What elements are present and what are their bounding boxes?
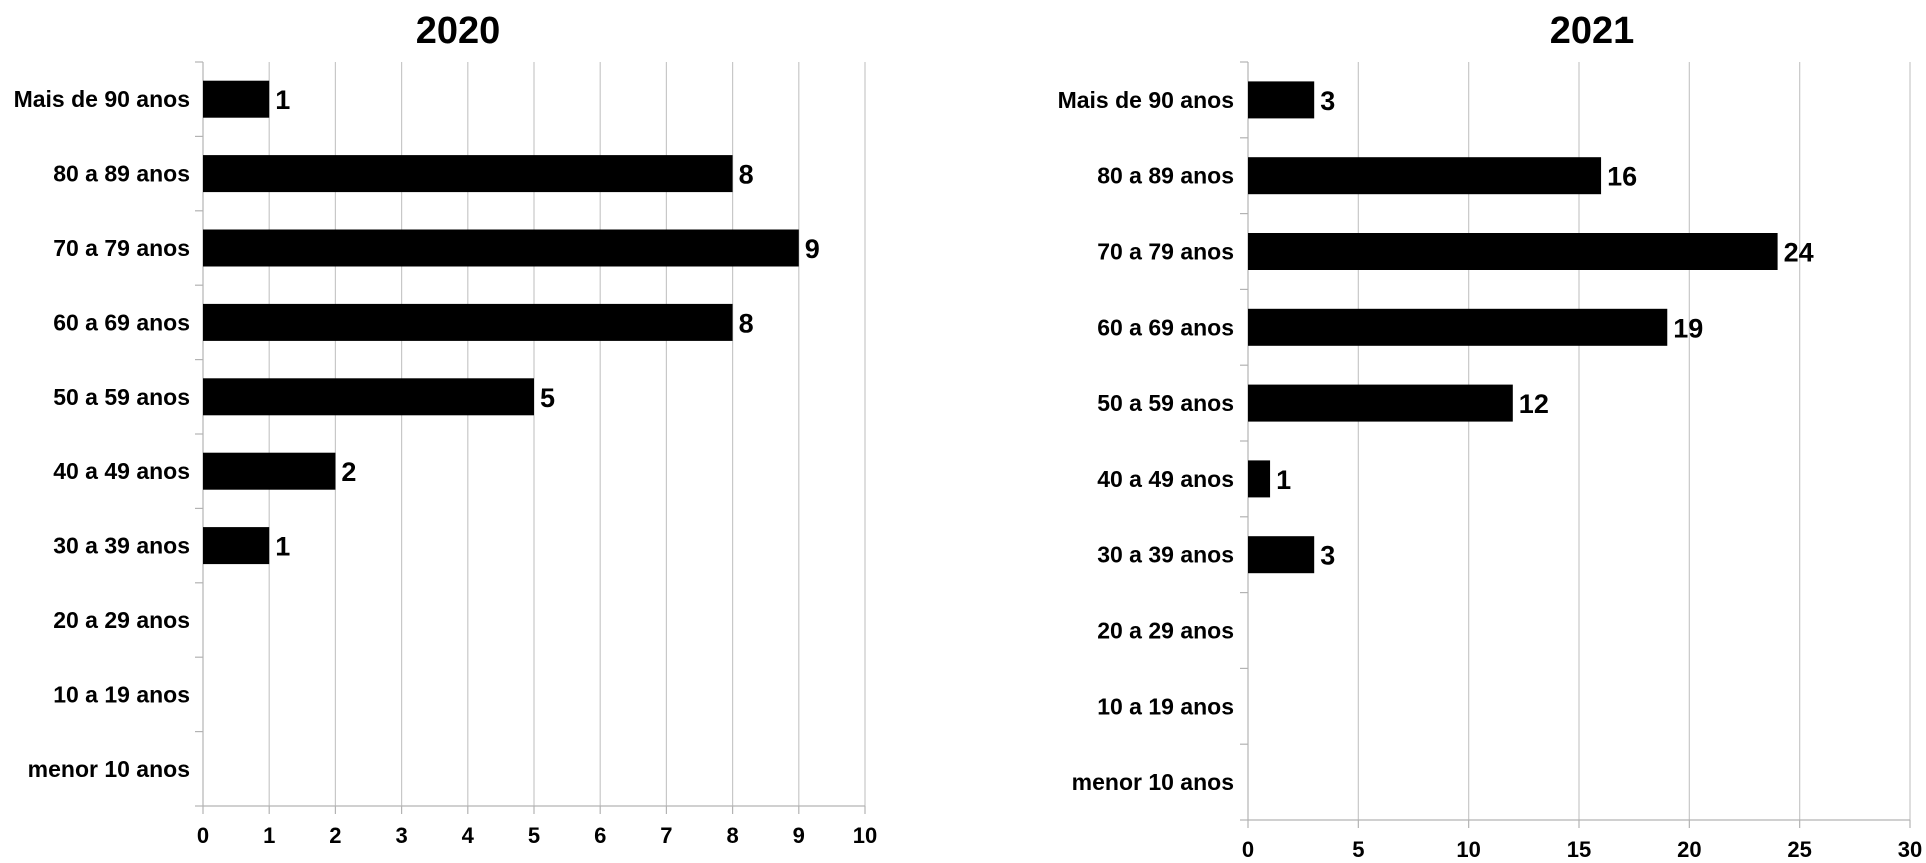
x-tick-label: 25 [1787,837,1811,862]
category-label: 80 a 89 anos [53,161,190,187]
category-label: 60 a 69 anos [53,309,190,335]
category-label: 80 a 89 anos [1097,163,1234,189]
x-tick-label: 2 [329,823,341,848]
data-label: 16 [1607,162,1637,192]
chart-2021: 2021 0 5 10 15 20 25 30 Mais de 90 anos 3 80 a 89 … [1058,10,1923,862]
category-label: menor 10 anos [28,756,190,782]
category-label: menor 10 anos [1072,769,1234,795]
category-label: Mais de 90 anos [14,86,190,112]
bar-Mais de 90 anos [203,80,270,118]
bar-70 a 79 anos [203,229,799,267]
chart-title: 2021 [1550,10,1635,52]
x-tick-label: 4 [462,823,475,848]
x-tick-label: 5 [1352,837,1364,862]
bar-60 a 69 anos [203,303,733,341]
category-label: 10 a 19 anos [1097,693,1234,719]
x-tick-label: 9 [793,823,805,848]
bar-40 a 49 anos [1248,460,1271,498]
category-label: 70 a 79 anos [53,235,190,261]
x-tick-label: 10 [853,823,877,848]
category-label: 10 a 19 anos [53,681,190,707]
category-label: 70 a 79 anos [1097,239,1234,265]
category-label: Mais de 90 anos [1058,87,1234,113]
data-label: 8 [739,160,754,190]
data-label: 24 [1784,238,1814,268]
x-tick-label: 5 [528,823,540,848]
data-label: 1 [275,85,290,115]
bar-40 a 49 anos [203,452,336,490]
bar-Mais de 90 anos [1248,81,1315,119]
x-tick-label: 7 [660,823,672,848]
x-tick-label: 6 [594,823,606,848]
category-label: 60 a 69 anos [1097,314,1234,340]
category-label: 40 a 49 anos [1097,466,1234,492]
bar-50 a 59 anos [1248,384,1513,422]
bar-60 a 69 anos [1248,308,1668,346]
x-tick-label: 0 [1242,837,1254,862]
x-tick-label: 0 [197,823,209,848]
x-tick-label: 20 [1677,837,1701,862]
data-label: 1 [275,532,290,562]
x-tick-label: 8 [726,823,738,848]
x-tick-label: 10 [1456,837,1480,862]
category-label: 20 a 29 anos [1097,618,1234,644]
x-tick-label: 3 [395,823,407,848]
bar-30 a 39 anos [1248,536,1315,574]
category-label: 20 a 29 anos [53,607,190,633]
chart-2020: 2020 0 1 2 3 4 5 6 7 8 9 10 Mais de 90 anos 1 80 a 89 … [14,10,878,848]
data-label: 2 [341,457,356,487]
category-label: 40 a 49 anos [53,458,190,484]
category-label: 30 a 39 anos [53,533,190,559]
bar-80 a 89 anos [1248,157,1602,195]
data-label: 3 [1320,86,1335,116]
data-label: 8 [739,308,754,338]
bar-70 a 79 anos [1248,233,1778,270]
data-label: 5 [540,383,555,413]
bar-80 a 89 anos [203,155,733,193]
x-tick-label: 1 [263,823,275,848]
x-tick-label: 30 [1898,837,1922,862]
data-label: 3 [1320,541,1335,571]
chart-title: 2020 [416,10,501,52]
data-label: 1 [1276,465,1291,495]
category-label: 50 a 59 anos [53,384,190,410]
x-tick-label: 15 [1567,837,1591,862]
data-label: 12 [1519,389,1549,419]
category-label: 50 a 59 anos [1097,390,1234,416]
data-label: 19 [1673,313,1703,343]
category-label: 30 a 39 anos [1097,542,1234,568]
bar-30 a 39 anos [203,527,270,565]
data-label: 9 [805,234,820,264]
bar-50 a 59 anos [203,378,534,416]
